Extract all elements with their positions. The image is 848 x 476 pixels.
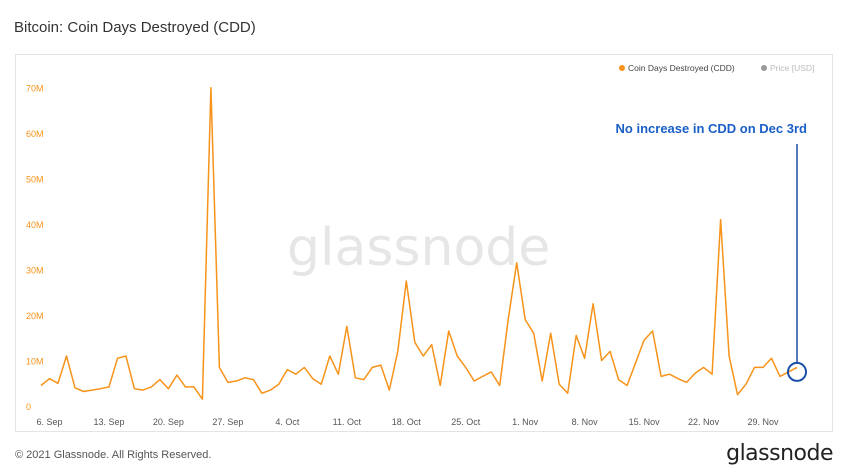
series-group [40, 86, 798, 400]
y-tick-label: 70M [26, 84, 44, 94]
y-axis: 0 10M 20M 30M 40M 50M 60M 70M [26, 84, 44, 412]
y-tick-label: 40M [26, 220, 44, 230]
legend-item[interactable]: Coin Days Destroyed (CDD) [628, 63, 735, 73]
page-title: Bitcoin: Coin Days Destroyed (CDD) [14, 19, 256, 36]
legend-marker [761, 65, 767, 71]
y-tick-label: 10M [26, 357, 44, 367]
x-tick-label: 15. Nov [629, 417, 661, 427]
y-tick-label: 20M [26, 311, 44, 321]
legend[interactable]: Coin Days Destroyed (CDD) Price [USD] [619, 63, 814, 73]
watermark: glassnode [287, 218, 550, 278]
y-tick-label: 0 [26, 402, 31, 412]
x-tick-label: 25. Oct [451, 417, 481, 427]
series-line-cdd[interactable] [40, 86, 798, 400]
chart-panel: glassnode 0 10M 20M 30M 40M 50M 60M 70M 6. Sep 1… [15, 54, 833, 432]
annotation-text: No increase in CDD on Dec 3rd [616, 121, 807, 136]
x-tick-label: 29. Nov [748, 417, 780, 427]
x-tick-label: 18. Oct [392, 417, 422, 427]
x-tick-label: 20. Sep [153, 417, 184, 427]
y-tick-label: 60M [26, 129, 44, 139]
x-tick-label: 4. Oct [275, 417, 300, 427]
copyright-text: © 2021 Glassnode. All Rights Reserved. [15, 449, 212, 461]
cdd-chart: glassnode 0 10M 20M 30M 40M 50M 60M 70M 6. Sep 1… [26, 63, 814, 427]
x-tick-label: 1. Nov [512, 417, 539, 427]
x-tick-label: 6. Sep [36, 417, 62, 427]
y-tick-label: 30M [26, 266, 44, 276]
brand-logo[interactable]: glassnode [726, 441, 833, 466]
x-tick-label: 22. Nov [688, 417, 720, 427]
x-tick-label: 11. Oct [333, 417, 362, 427]
y-tick-label: 50M [26, 175, 44, 185]
x-axis: 6. Sep 13. Sep 20. Sep 27. Sep 4. Oct 11. Oct… [36, 417, 779, 427]
x-tick-label: 8. Nov [572, 417, 599, 427]
legend-item[interactable]: Price [USD] [770, 63, 814, 73]
legend-marker [619, 65, 625, 71]
annotation-highlight-circle [787, 361, 808, 382]
x-tick-label: 27. Sep [212, 417, 243, 427]
x-tick-label: 13. Sep [93, 417, 124, 427]
annotation-group: No increase in CDD on Dec 3rd [616, 121, 808, 382]
